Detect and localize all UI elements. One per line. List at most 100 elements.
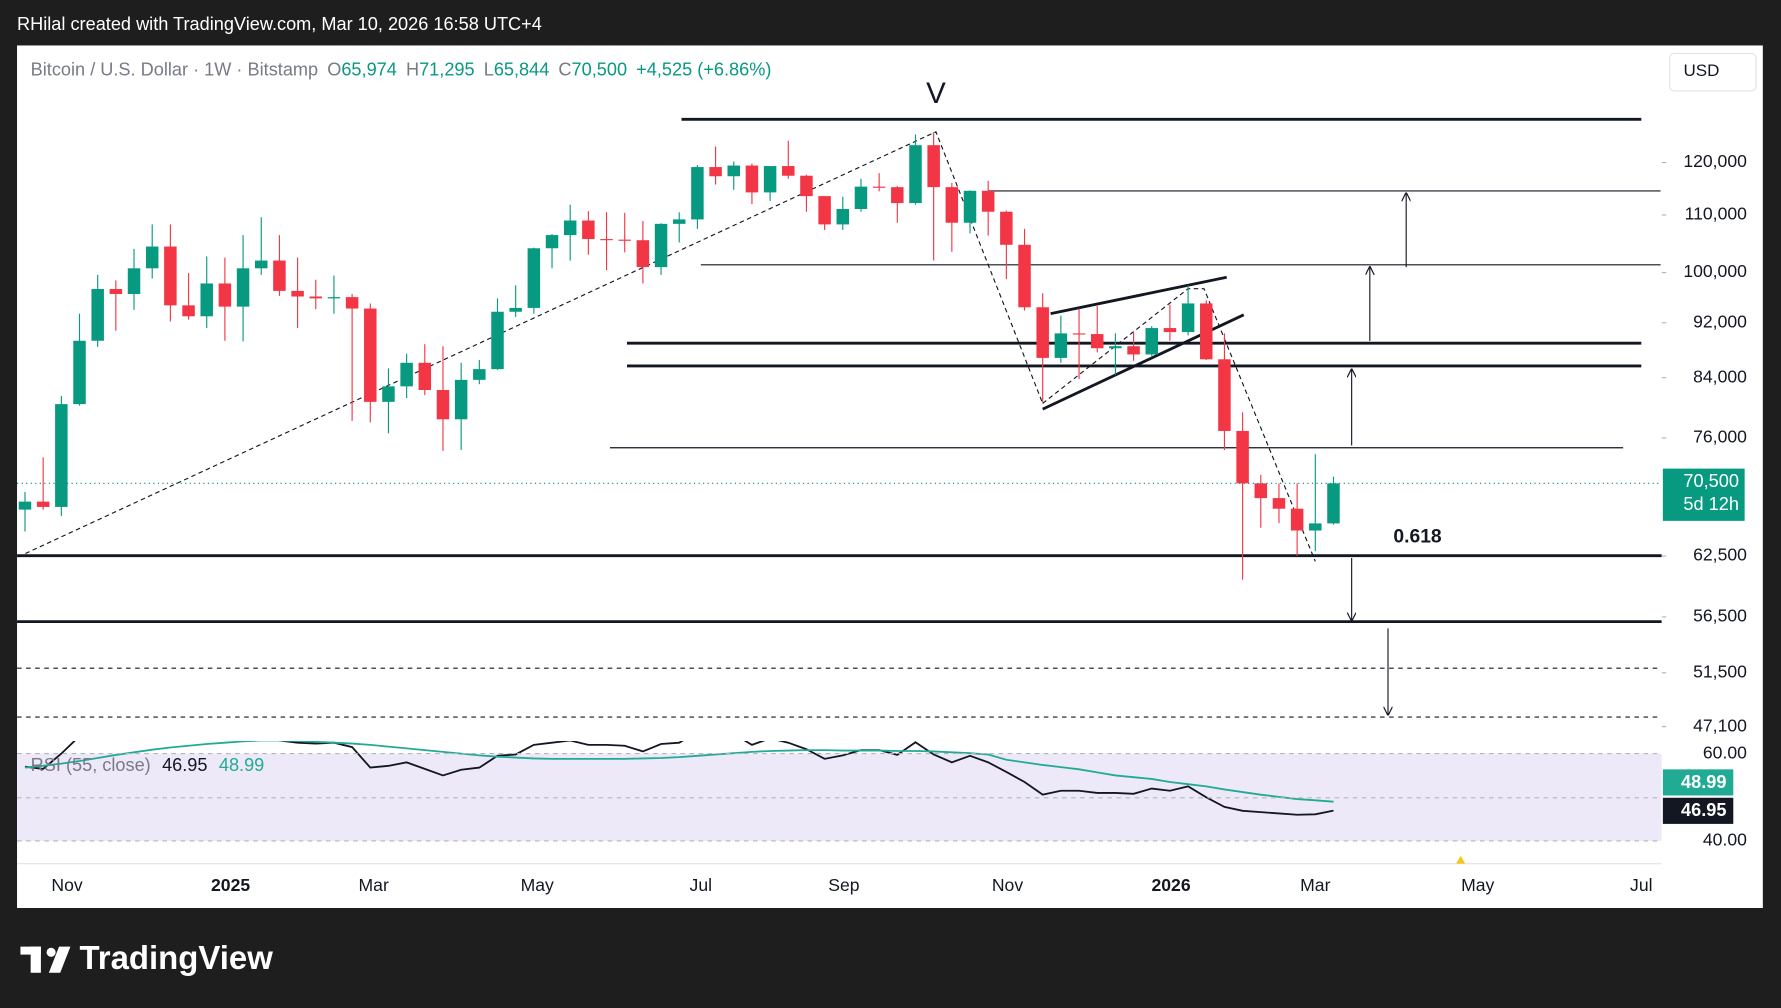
x-tick-label: Mar	[359, 875, 389, 895]
rsi-legend-value: 48.99	[219, 755, 264, 775]
rsi-tag-label: 46.95	[1681, 800, 1726, 820]
candle-body	[1254, 483, 1268, 499]
candle-body	[1290, 508, 1304, 531]
x-tick-label: Nov	[51, 875, 82, 895]
y-tick-label: 76,000	[1693, 427, 1747, 447]
candle-body	[981, 190, 995, 212]
candle-body	[1200, 303, 1213, 360]
candle-body	[382, 386, 395, 402]
candle-body	[364, 308, 377, 402]
x-tick-label: May	[521, 875, 554, 895]
drawings	[17, 117, 1662, 718]
legend-value: 65,844	[494, 59, 550, 79]
candle-body	[200, 283, 213, 317]
candle-body	[618, 239, 631, 241]
candle-body	[273, 260, 286, 291]
y-tick-label: 84,000	[1693, 366, 1747, 386]
candle-body	[509, 307, 522, 312]
candle-body	[91, 289, 104, 341]
candle-body	[1272, 498, 1286, 509]
trend-line	[17, 131, 1044, 558]
legend-key: O	[327, 59, 341, 79]
y-tick-label: 47,100	[1693, 715, 1747, 735]
candle-body	[782, 166, 795, 176]
candle-body	[454, 379, 468, 420]
wedge-line	[1050, 275, 1227, 316]
candle-body	[600, 239, 613, 241]
candle-body	[55, 404, 68, 507]
candle-body	[109, 289, 123, 294]
candle-body	[418, 362, 432, 391]
rsi-legend: RSI (55, close) 46.95 48.99	[31, 755, 265, 775]
countdown: 5d 12h	[1683, 494, 1739, 514]
candle-body	[745, 165, 759, 193]
candle-body	[1181, 303, 1195, 333]
candle-body	[182, 305, 195, 317]
legend-value: 71,295	[419, 59, 475, 79]
y-tick-label: 40.00	[1703, 830, 1747, 850]
logo-icon	[46, 947, 56, 957]
candle-body	[636, 240, 650, 268]
x-tick-label: Jul	[690, 875, 712, 895]
candle-body	[672, 219, 686, 224]
candle-body	[18, 501, 32, 510]
candle-body	[1163, 328, 1177, 333]
candle-body	[345, 297, 359, 309]
legend-value: 70,500	[572, 59, 628, 79]
annotation: V	[926, 77, 946, 110]
y-tick-label: 56,500	[1693, 606, 1747, 626]
rsi-tag-label: 48.99	[1681, 772, 1726, 792]
event-marker	[1456, 855, 1466, 864]
candle-body	[527, 248, 541, 308]
rsi-tag	[1662, 797, 1734, 824]
candle-body	[854, 186, 868, 210]
candle-body	[1072, 333, 1086, 335]
legend-key: H	[406, 59, 419, 79]
y-tick-label: 51,500	[1693, 661, 1747, 681]
currency[interactable]: USD	[1684, 61, 1720, 80]
candle-body	[545, 235, 559, 249]
x-tick-label: Sep	[828, 875, 860, 895]
candle-body	[127, 268, 141, 294]
candle-body	[1327, 483, 1340, 524]
candle-body	[1000, 211, 1013, 245]
y-tick-label: 110,000	[1685, 204, 1747, 224]
price-tag-label: 70,500	[1683, 471, 1739, 491]
candle-body	[1090, 334, 1104, 349]
candle-body	[654, 223, 668, 268]
candle-body	[763, 166, 777, 193]
y-tick-label: 60.00	[1703, 742, 1747, 762]
candle-body	[800, 175, 813, 197]
candle-body	[473, 369, 486, 380]
candle-body	[891, 187, 904, 204]
rsi-line	[24, 740, 1334, 803]
candle-body	[491, 311, 504, 370]
candle-body	[872, 186, 886, 188]
candle-body	[164, 246, 177, 306]
legend-key: L	[484, 59, 494, 79]
currency-button[interactable]	[1669, 52, 1757, 92]
y-tick-label: 92,000	[1693, 311, 1747, 331]
candle-body	[1127, 346, 1140, 355]
candle-body	[945, 187, 959, 223]
x-tick-label: Mar	[1300, 875, 1330, 895]
rsi-title: RSI (55, close)	[31, 755, 151, 775]
candle-body	[1036, 307, 1049, 358]
legend-key: C	[558, 59, 571, 79]
candle-body	[691, 167, 704, 220]
logo: TradingView	[20, 939, 273, 976]
candle-body	[1054, 333, 1068, 358]
rsi-line	[24, 740, 1334, 816]
logo-icon	[20, 946, 41, 955]
logo-icon	[30, 946, 41, 973]
candle-body	[327, 297, 341, 299]
candle-body	[436, 390, 450, 420]
annotation: 0.618	[1393, 527, 1442, 548]
candle-body	[36, 501, 50, 507]
candle-body	[309, 296, 323, 299]
legend: Bitcoin / U.S. Dollar · 1W · Bitstamp O65…	[31, 59, 772, 79]
candle-body	[73, 340, 86, 405]
candle-body	[818, 196, 831, 225]
candle-body	[563, 220, 577, 236]
